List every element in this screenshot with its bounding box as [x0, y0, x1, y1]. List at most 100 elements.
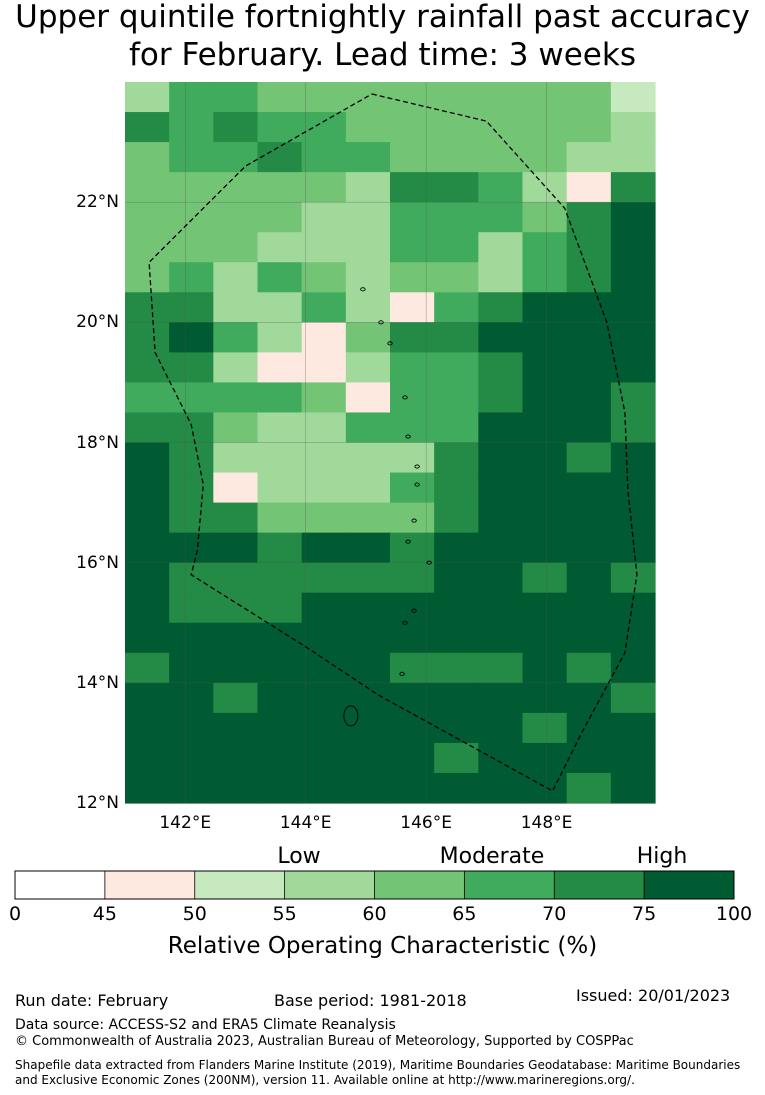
grid-cell [522, 322, 568, 353]
map-title-line-1: Upper quintile fortnightly rainfall past… [15, 0, 750, 35]
grid-cell [301, 292, 347, 323]
colorbar [15, 871, 735, 899]
grid-cell [301, 742, 347, 774]
grid-cell [213, 682, 259, 714]
grid-cell [169, 502, 214, 534]
grid-cell [169, 532, 214, 564]
grid-cell [125, 382, 170, 414]
grid-cell [125, 532, 170, 564]
grid-cell [478, 622, 524, 654]
grid-cell [125, 562, 170, 594]
longitude-tick-label: 142°E [159, 813, 212, 833]
grid-cell [301, 412, 347, 444]
grid-cell [434, 712, 479, 744]
grid-cell [125, 262, 170, 293]
grid-cell [213, 82, 259, 113]
grid-cell [301, 622, 347, 654]
grid-cell [610, 472, 656, 504]
grid-cell [169, 202, 214, 233]
grid-cell [345, 172, 391, 203]
grid-cell [610, 712, 656, 744]
colorbar-bin [104, 871, 196, 899]
grid-cell [390, 532, 435, 564]
grid-cell [213, 262, 259, 293]
grid-cell [125, 772, 170, 804]
grid-cell [213, 592, 259, 624]
grid-cell [213, 232, 259, 263]
grid-cell [257, 472, 303, 504]
grid-cell [434, 562, 479, 594]
grid-cell [566, 412, 612, 444]
shapefile-credit: Shapefile data extracted from Flanders M… [15, 1058, 741, 1087]
grid-cell [610, 232, 656, 263]
colorbar-tick-label: 60 [362, 903, 387, 925]
grid-cell [169, 352, 214, 384]
grid-cell [522, 442, 568, 474]
grid-cell [213, 112, 259, 143]
grid-cell [345, 112, 391, 143]
colorbar-bin [464, 871, 555, 899]
grid-cell [125, 652, 170, 684]
island-outline [426, 560, 432, 565]
grid-cell [610, 82, 656, 113]
grid-cell [169, 442, 214, 474]
grid-cell [257, 322, 303, 353]
colorbar-tick-label: 0 [8, 903, 22, 925]
grid-cell [125, 622, 170, 654]
grid-cell [345, 742, 391, 774]
grid-cell [301, 502, 347, 534]
colorbar-band-low: Low [277, 844, 321, 869]
grid-cell [257, 592, 303, 624]
grid-cell [522, 682, 568, 714]
grid-cell [610, 502, 656, 534]
grid-cell [478, 592, 524, 624]
grid-cell [257, 412, 303, 444]
grid-cell [390, 472, 435, 504]
grid-cell [390, 142, 435, 173]
grid-cell [522, 712, 568, 744]
grid-cell [345, 292, 391, 323]
grid-cell [169, 742, 214, 774]
colorbar-tick-label: 75 [632, 903, 657, 925]
grid-cell [434, 112, 479, 143]
grid-cell [213, 712, 259, 744]
grid-cell [257, 442, 303, 474]
grid-cell [566, 652, 612, 684]
grid-cell [257, 712, 303, 744]
grid-cell [390, 652, 435, 684]
grid-cell [213, 442, 259, 474]
grid-cell [213, 532, 259, 564]
grid-cell [301, 352, 347, 384]
island-outline [402, 395, 408, 400]
grid-cell [257, 82, 303, 113]
grid-cell [125, 202, 170, 233]
grid-cell [301, 472, 347, 504]
grid-cell [213, 292, 259, 323]
grid-cell [301, 592, 347, 624]
grid-cell [345, 322, 391, 353]
grid-cell [390, 382, 435, 414]
grid-cell [257, 262, 303, 293]
grid-cell [257, 232, 303, 263]
island-outline [343, 705, 359, 727]
colorbar-bin [194, 871, 286, 899]
grid-cell [169, 232, 214, 263]
grid-cell [478, 412, 524, 444]
grid-cell [390, 112, 435, 143]
grid-cell [390, 502, 435, 534]
grid-cell [257, 622, 303, 654]
grid-cell [566, 502, 612, 534]
grid-cell [522, 352, 568, 384]
grid-cell [390, 322, 435, 353]
grid-cell [610, 652, 656, 684]
grid-cell [125, 142, 170, 173]
grid-cell [610, 412, 656, 444]
grid-cell [434, 502, 479, 534]
grid-cell [169, 82, 214, 113]
grid-cell [434, 682, 479, 714]
grid-cell [213, 472, 259, 504]
grid-cell [213, 742, 259, 774]
grid-cell [257, 292, 303, 323]
grid-cell [610, 622, 656, 654]
grid-cell [125, 472, 170, 504]
